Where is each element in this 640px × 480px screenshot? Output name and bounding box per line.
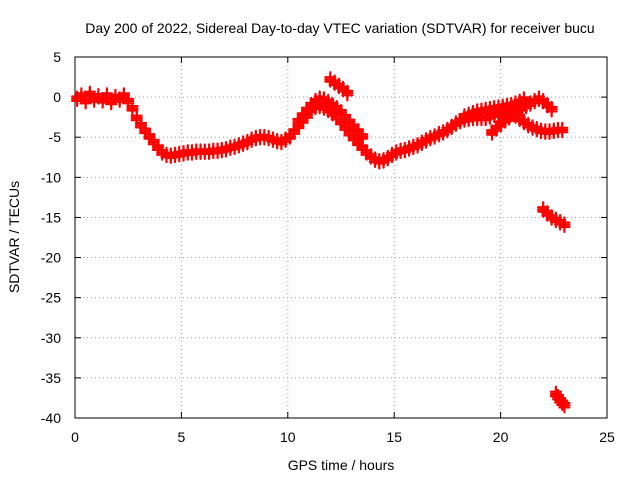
y-tick-label: -10: [41, 169, 61, 185]
chart-title: Day 200 of 2022, Sidereal Day-to-day VTE…: [85, 20, 594, 36]
y-axis-label: SDTVAR / TECUs: [6, 181, 22, 293]
x-tick-label: 20: [493, 429, 509, 445]
series-late-rise: [485, 90, 558, 141]
axis-ticks: 0 5 10 15 20 25 5 0 -5 -10 -15 -20 -25 -30 -35 -40: [41, 49, 615, 445]
x-tick-label: 5: [178, 429, 186, 445]
plot-frame: [74, 56, 608, 419]
y-tick-label: -20: [41, 250, 61, 266]
y-tick-label: -40: [41, 410, 61, 426]
data-point: [296, 111, 309, 124]
data-point: [341, 89, 354, 102]
y-tick-label: 0: [53, 89, 61, 105]
y-tick-label: -5: [49, 129, 62, 145]
data-point: [356, 132, 369, 145]
grid: [75, 57, 607, 418]
x-tick-label: 0: [71, 429, 79, 445]
series-isolated-12h: [324, 71, 354, 102]
x-axis-label: GPS time / hours: [288, 457, 395, 473]
data-point: [558, 401, 571, 414]
data-marks: [71, 71, 571, 414]
series-isolated-22h: [537, 201, 571, 233]
series-upper-branch: [292, 90, 531, 145]
data-point: [288, 127, 301, 140]
data-point: [558, 220, 571, 233]
series-isolated-23h: [549, 385, 571, 414]
x-tick-label: 15: [386, 429, 402, 445]
y-tick-label: -15: [41, 209, 61, 225]
data-point: [79, 97, 92, 110]
x-tick-label: 25: [599, 429, 615, 445]
data-point: [292, 117, 305, 130]
y-tick-label: -30: [41, 330, 61, 346]
data-point: [545, 105, 558, 118]
y-tick-label: -25: [41, 290, 61, 306]
x-tick-label: 10: [280, 429, 296, 445]
y-tick-label: -35: [41, 370, 61, 386]
y-tick-label: 5: [53, 49, 61, 65]
data-point: [556, 126, 569, 139]
